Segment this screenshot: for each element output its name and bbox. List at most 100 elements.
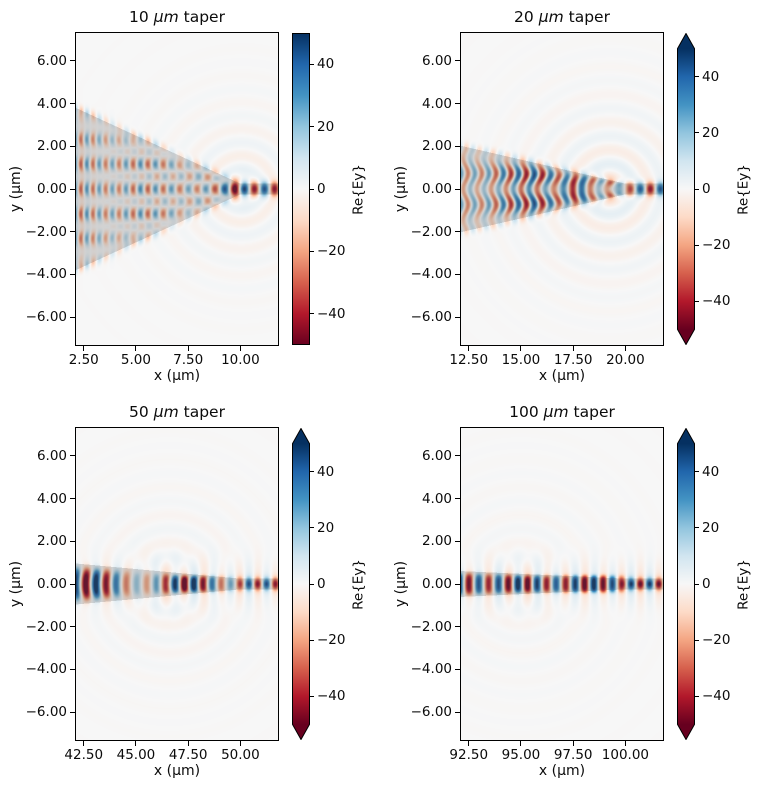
y-tick-label: 4.00 bbox=[36, 490, 67, 507]
x-tick-mark bbox=[624, 346, 626, 351]
colorbar-tick-mark bbox=[695, 132, 699, 134]
y-tick-label: 0.00 bbox=[421, 181, 452, 197]
x-tick-label: 95.00 bbox=[501, 747, 541, 763]
colorbar-tick-mark bbox=[310, 639, 314, 641]
colorbar-tick-label: −40 bbox=[317, 688, 346, 705]
x-tick-label: 42.50 bbox=[64, 747, 104, 763]
title-length: 20 bbox=[514, 8, 534, 26]
x-tick-mark bbox=[468, 741, 470, 746]
colorbar-tick-mark bbox=[695, 188, 699, 190]
y-tick-label: 2.00 bbox=[421, 533, 452, 550]
colorbar bbox=[677, 428, 695, 740]
x-tick-mark bbox=[239, 346, 241, 351]
y-tick-label: −6.00 bbox=[410, 309, 452, 326]
x-tick-label: 12.50 bbox=[449, 352, 489, 368]
y-tick-label: 2.00 bbox=[421, 138, 452, 155]
y-tick-label: −2.00 bbox=[410, 618, 452, 635]
colorbar-tick-label: −20 bbox=[702, 237, 731, 254]
y-tick-mark bbox=[455, 626, 460, 628]
colorbar-tick-label: 40 bbox=[317, 56, 335, 73]
title-unit: μm bbox=[153, 8, 179, 26]
y-tick-mark bbox=[70, 583, 75, 585]
x-tick-label: 10.00 bbox=[221, 352, 260, 368]
colorbar-tick-mark bbox=[695, 471, 699, 473]
x-tick-label: 45.00 bbox=[116, 747, 156, 763]
y-tick-mark bbox=[70, 455, 75, 457]
x-tick-mark bbox=[83, 346, 85, 351]
y-tick-mark bbox=[70, 231, 75, 233]
y-tick-mark bbox=[455, 60, 460, 62]
x-tick-mark bbox=[572, 741, 574, 746]
x-tick-label: 47.50 bbox=[168, 747, 208, 763]
y-tick-label: 6.00 bbox=[421, 52, 452, 69]
colorbar-tick-label: 0 bbox=[317, 576, 326, 592]
x-tick-mark bbox=[468, 346, 470, 351]
subplot-title: 100 μm taper bbox=[460, 401, 664, 423]
colorbar-tick-mark bbox=[310, 583, 314, 585]
x-tick-mark bbox=[520, 741, 522, 746]
y-tick-mark bbox=[455, 498, 460, 500]
axes-frame bbox=[460, 32, 664, 346]
title-length: 50 bbox=[129, 403, 149, 421]
colorbar-label: Re{Ey} bbox=[350, 559, 367, 610]
colorbar bbox=[292, 428, 310, 740]
y-tick-label: 2.00 bbox=[36, 533, 67, 550]
y-tick-mark bbox=[455, 583, 460, 585]
colorbar-tick-label: 40 bbox=[702, 68, 720, 85]
y-tick-label: 4.00 bbox=[421, 95, 452, 112]
subplot-20um-taper: 20 μm taper y (μm) x (μm) Re{Ey} 12.50 15… bbox=[385, 0, 769, 395]
y-tick-mark bbox=[70, 103, 75, 105]
title-length: 10 bbox=[129, 8, 149, 26]
subplot-title: 50 μm taper bbox=[75, 401, 279, 423]
y-tick-mark bbox=[70, 668, 75, 670]
x-axis-label: x (μm) bbox=[538, 368, 586, 384]
y-tick-label: −4.00 bbox=[410, 661, 452, 678]
y-tick-mark bbox=[70, 498, 75, 500]
y-tick-label: −2.00 bbox=[25, 223, 67, 240]
x-tick-mark bbox=[239, 741, 241, 746]
x-tick-mark bbox=[135, 346, 137, 351]
subplot-10um-taper: 10 μm taper y (μm) x (μm) Re{Ey} 2.50 5.0… bbox=[0, 0, 384, 395]
colorbar-tick-label: 20 bbox=[317, 519, 335, 536]
x-axis-label: x (μm) bbox=[153, 763, 201, 779]
y-tick-mark bbox=[455, 188, 460, 190]
x-tick-label: 50.00 bbox=[221, 747, 260, 763]
x-tick-label: 92.50 bbox=[449, 747, 489, 763]
colorbar-tick-label: 40 bbox=[702, 463, 720, 480]
y-tick-label: 6.00 bbox=[36, 52, 67, 69]
x-tick-label: 20.00 bbox=[606, 352, 645, 368]
y-tick-mark bbox=[455, 231, 460, 233]
title-word: taper bbox=[568, 8, 610, 26]
x-tick-mark bbox=[135, 741, 137, 746]
colorbar-tick-mark bbox=[310, 471, 314, 473]
colorbar-tick-mark bbox=[310, 527, 314, 529]
colorbar-tick-label: 40 bbox=[317, 463, 335, 480]
field-heatmap bbox=[461, 33, 663, 345]
x-tick-label: 15.00 bbox=[501, 352, 541, 368]
y-tick-mark bbox=[70, 316, 75, 318]
colorbar bbox=[677, 33, 695, 345]
y-tick-mark bbox=[455, 711, 460, 713]
colorbar-tick-mark bbox=[695, 527, 699, 529]
title-length: 100 bbox=[509, 403, 539, 421]
field-heatmap bbox=[76, 428, 278, 740]
y-tick-mark bbox=[455, 145, 460, 147]
y-tick-mark bbox=[70, 188, 75, 190]
y-tick-mark bbox=[455, 668, 460, 670]
subplot-50um-taper: 50 μm taper y (μm) x (μm) Re{Ey} 42.50 45… bbox=[0, 395, 384, 790]
colorbar bbox=[292, 33, 310, 345]
y-tick-mark bbox=[455, 540, 460, 542]
colorbar-tick-label: 20 bbox=[702, 124, 720, 141]
x-tick-label: 100.00 bbox=[601, 747, 650, 763]
x-tick-label: 17.50 bbox=[553, 352, 593, 368]
field-heatmap bbox=[461, 428, 663, 740]
y-tick-label: −2.00 bbox=[25, 618, 67, 635]
colorbar-tick-mark bbox=[695, 76, 699, 78]
x-tick-mark bbox=[187, 346, 189, 351]
y-tick-label: −4.00 bbox=[25, 266, 67, 283]
colorbar-tick-label: 0 bbox=[702, 181, 711, 197]
colorbar-tick-mark bbox=[695, 244, 699, 246]
y-tick-mark bbox=[455, 273, 460, 275]
y-tick-label: −2.00 bbox=[410, 223, 452, 240]
